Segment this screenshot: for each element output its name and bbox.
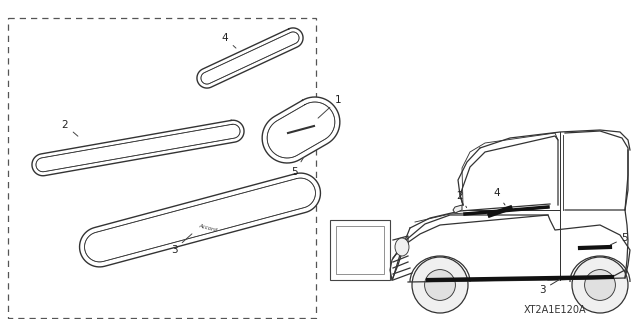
Bar xyxy=(330,220,390,280)
Text: 2: 2 xyxy=(457,191,467,208)
Circle shape xyxy=(290,97,340,147)
Polygon shape xyxy=(453,205,462,213)
Polygon shape xyxy=(94,174,306,266)
Text: 5: 5 xyxy=(292,157,303,177)
Polygon shape xyxy=(42,124,234,172)
Polygon shape xyxy=(41,120,235,175)
Text: 1: 1 xyxy=(318,95,341,118)
Text: 3: 3 xyxy=(539,279,559,295)
Circle shape xyxy=(280,173,321,213)
Text: XT2A1E120A: XT2A1E120A xyxy=(524,305,586,315)
Circle shape xyxy=(584,270,616,300)
Circle shape xyxy=(201,72,213,84)
Polygon shape xyxy=(95,179,305,261)
Text: 4: 4 xyxy=(493,188,505,205)
Circle shape xyxy=(36,158,50,172)
Circle shape xyxy=(412,257,468,313)
Bar xyxy=(8,18,316,318)
Circle shape xyxy=(226,124,240,138)
Circle shape xyxy=(287,32,299,44)
Polygon shape xyxy=(275,100,327,160)
Circle shape xyxy=(267,118,307,158)
Polygon shape xyxy=(204,33,296,84)
Circle shape xyxy=(222,120,244,142)
Text: 4: 4 xyxy=(221,33,236,48)
Bar xyxy=(336,226,384,274)
Circle shape xyxy=(79,227,120,267)
Circle shape xyxy=(295,102,335,142)
Circle shape xyxy=(572,257,628,313)
Text: Accord: Accord xyxy=(198,223,218,233)
Text: 2: 2 xyxy=(61,120,78,136)
Text: 5: 5 xyxy=(611,233,628,245)
Circle shape xyxy=(262,113,312,163)
Circle shape xyxy=(285,178,316,208)
Circle shape xyxy=(32,154,54,176)
Text: 3: 3 xyxy=(171,234,192,255)
Circle shape xyxy=(283,28,303,48)
Circle shape xyxy=(424,270,456,300)
Ellipse shape xyxy=(395,238,409,256)
Polygon shape xyxy=(277,105,325,155)
Polygon shape xyxy=(203,29,297,87)
Circle shape xyxy=(197,68,217,88)
Circle shape xyxy=(84,232,115,262)
